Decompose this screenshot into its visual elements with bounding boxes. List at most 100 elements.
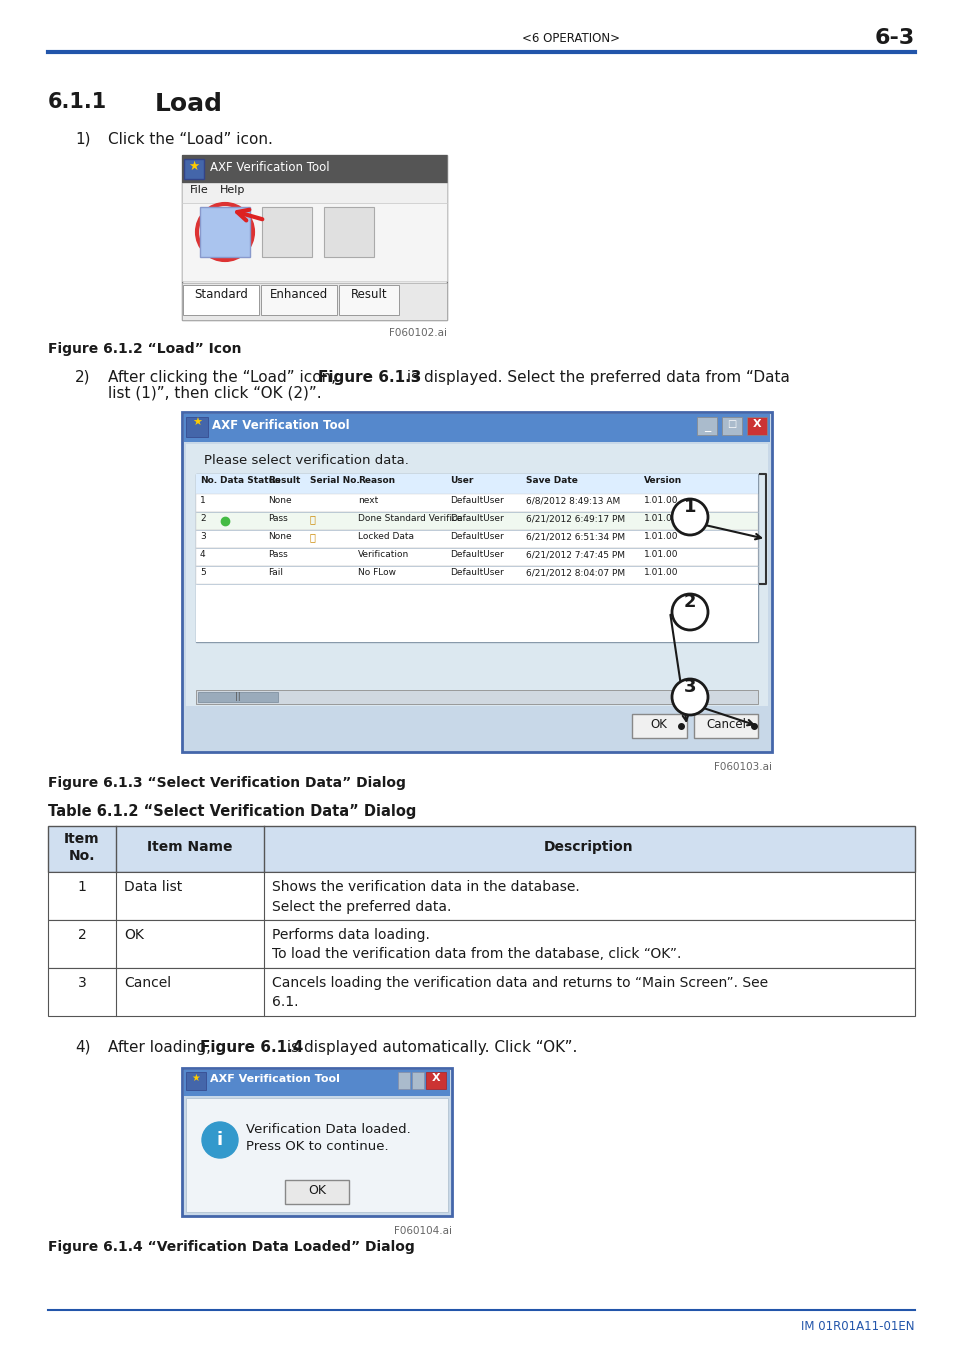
Bar (184, 1071, 450, 1096)
Text: File: File (190, 185, 209, 194)
Bar (182, 1068, 452, 1216)
Bar (412, 1072, 423, 1089)
Text: Performs data loading.
To load the verification data from the database, click “O: Performs data loading. To load the verif… (272, 927, 680, 961)
Bar (261, 285, 336, 315)
Bar (186, 417, 208, 437)
Text: □: □ (726, 418, 736, 429)
Text: OK: OK (650, 718, 667, 730)
Text: is displayed. Select the preferred data from “Data: is displayed. Select the preferred data … (401, 370, 789, 385)
Text: 1.01.00: 1.01.00 (643, 495, 678, 505)
Text: Figure 6.1.3: Figure 6.1.3 (317, 370, 421, 385)
Text: Please select verification data.: Please select verification data. (204, 454, 409, 467)
Text: next: next (357, 495, 377, 505)
Text: 3: 3 (200, 532, 206, 541)
Text: User: User (450, 477, 473, 485)
Text: Fail: Fail (268, 568, 283, 576)
Bar (195, 585, 758, 643)
Bar (195, 566, 758, 585)
Text: DefaultUser: DefaultUser (450, 495, 503, 505)
Bar (195, 474, 758, 643)
Text: X: X (752, 418, 760, 429)
Text: OK: OK (308, 1184, 326, 1197)
Bar (182, 155, 447, 320)
Text: Cancel: Cancel (705, 718, 745, 730)
Bar (183, 285, 258, 315)
Text: Verification: Verification (357, 549, 409, 559)
Text: Figure 6.1.3 “Select Verification Data” Dialog: Figure 6.1.3 “Select Verification Data” … (48, 776, 405, 790)
Circle shape (671, 500, 707, 535)
Bar (262, 207, 312, 256)
Text: Table 6.1.2 “Select Verification Data” Dialog: Table 6.1.2 “Select Verification Data” D… (48, 805, 416, 819)
Text: F060103.ai: F060103.ai (713, 761, 771, 772)
Text: Item Name: Item Name (147, 840, 233, 855)
Bar (182, 184, 447, 202)
Text: Figure 6.1.2 “Load” Icon: Figure 6.1.2 “Load” Icon (48, 342, 241, 356)
Bar (195, 690, 758, 703)
Bar (48, 919, 914, 968)
Bar (198, 693, 277, 702)
Text: 4): 4) (75, 1040, 91, 1054)
Text: 1): 1) (75, 132, 91, 147)
Text: Serial No.: Serial No. (310, 477, 359, 485)
Text: Locked Data: Locked Data (357, 532, 414, 541)
Text: 3: 3 (77, 976, 87, 990)
Bar (48, 826, 914, 872)
Bar (721, 417, 741, 435)
Bar (195, 474, 758, 494)
Text: Shows the verification data in the database.
Select the preferred data.: Shows the verification data in the datab… (272, 880, 579, 914)
Text: Data list: Data list (124, 880, 182, 894)
Text: Help: Help (220, 185, 245, 194)
Text: 6-3: 6-3 (874, 28, 914, 49)
Bar (186, 706, 767, 751)
Text: 1: 1 (683, 498, 696, 516)
Bar (324, 207, 374, 256)
Bar (186, 444, 767, 748)
Text: F060104.ai: F060104.ai (394, 1226, 452, 1237)
Text: 2: 2 (683, 593, 696, 612)
Text: OK: OK (124, 927, 144, 942)
Bar (285, 1180, 349, 1204)
Bar (48, 872, 914, 919)
Text: Click the “Load” icon.: Click the “Load” icon. (108, 132, 273, 147)
Bar (186, 1098, 448, 1212)
Text: ★: ★ (192, 418, 202, 428)
Text: Data Status: Data Status (220, 477, 280, 485)
Text: 6/21/2012 6:51:34 PM: 6/21/2012 6:51:34 PM (525, 532, 624, 541)
Text: 1.01.00: 1.01.00 (643, 532, 678, 541)
Text: 2: 2 (77, 927, 87, 942)
Text: After clicking the “Load” icon,: After clicking the “Load” icon, (108, 370, 340, 385)
Text: DefaultUser: DefaultUser (450, 532, 503, 541)
Text: 2: 2 (200, 514, 206, 522)
Text: i: i (216, 1131, 223, 1149)
Text: 3: 3 (683, 678, 696, 697)
Text: 2): 2) (75, 370, 91, 385)
Text: Done Standard Verifica: Done Standard Verifica (357, 514, 462, 522)
Text: Description: Description (543, 840, 633, 855)
Bar (48, 968, 914, 1017)
Text: 6/21/2012 6:49:17 PM: 6/21/2012 6:49:17 PM (525, 514, 624, 522)
Bar (182, 284, 447, 320)
Text: Press OK to continue.: Press OK to continue. (246, 1139, 388, 1153)
Text: _: _ (703, 418, 709, 432)
Text: 6/21/2012 8:04:07 PM: 6/21/2012 8:04:07 PM (525, 568, 624, 576)
Text: AXF Verification Tool: AXF Verification Tool (210, 161, 330, 174)
Bar (426, 1072, 446, 1089)
Text: Figure 6.1.4: Figure 6.1.4 (200, 1040, 303, 1054)
Text: X: X (432, 1073, 440, 1083)
Circle shape (671, 679, 707, 716)
Text: No.: No. (200, 477, 217, 485)
Text: Result: Result (268, 477, 300, 485)
Bar (338, 285, 398, 315)
Text: Enhanced: Enhanced (270, 288, 328, 301)
Bar (195, 548, 758, 566)
Text: is displayed automatically. Click “OK”.: is displayed automatically. Click “OK”. (282, 1040, 577, 1054)
Text: No FLow: No FLow (357, 568, 395, 576)
Text: <6 OPERATION>: <6 OPERATION> (521, 31, 619, 45)
Text: Cancel: Cancel (124, 976, 171, 990)
Text: Load: Load (154, 92, 223, 116)
Text: 6/21/2012 7:47:45 PM: 6/21/2012 7:47:45 PM (525, 549, 624, 559)
Text: Version: Version (643, 477, 681, 485)
Bar (397, 1072, 410, 1089)
Text: DefaultUser: DefaultUser (450, 549, 503, 559)
Text: 1.01.00: 1.01.00 (643, 568, 678, 576)
